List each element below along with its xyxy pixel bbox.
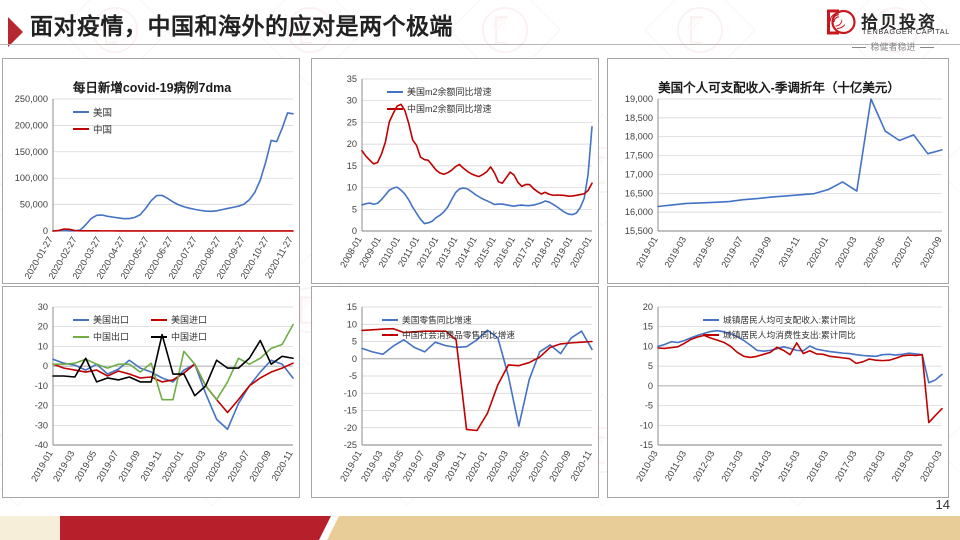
svg-text:35: 35 — [347, 74, 357, 84]
svg-text:-25: -25 — [344, 440, 357, 450]
svg-text:15: 15 — [347, 302, 357, 312]
svg-text:0: 0 — [43, 226, 48, 236]
svg-text:15: 15 — [643, 322, 653, 332]
svg-text:18,000: 18,000 — [625, 132, 653, 142]
svg-text:100,000: 100,000 — [15, 173, 48, 183]
svg-text:17,500: 17,500 — [625, 151, 653, 161]
svg-text:17,000: 17,000 — [625, 169, 653, 179]
svg-text:10: 10 — [38, 341, 48, 351]
svg-text:18,500: 18,500 — [625, 113, 653, 123]
svg-text:0: 0 — [648, 381, 653, 391]
svg-text:美国个人可支配收入-季调折年（十亿美元）: 美国个人可支配收入-季调折年（十亿美元） — [658, 80, 900, 95]
svg-text:-40: -40 — [35, 440, 48, 450]
svg-text:30: 30 — [38, 302, 48, 312]
svg-text:-10: -10 — [344, 388, 357, 398]
svg-text:20: 20 — [38, 322, 48, 332]
svg-text:20: 20 — [643, 302, 653, 312]
svg-text:30: 30 — [347, 96, 357, 106]
svg-text:-15: -15 — [640, 440, 653, 450]
svg-text:-10: -10 — [35, 381, 48, 391]
svg-text:0: 0 — [43, 361, 48, 371]
svg-text:200,000: 200,000 — [15, 120, 48, 130]
svg-text:0: 0 — [352, 226, 357, 236]
svg-text:10: 10 — [347, 183, 357, 193]
svg-text:50,000: 50,000 — [20, 200, 48, 210]
svg-text:5: 5 — [352, 337, 357, 347]
svg-text:20: 20 — [347, 139, 357, 149]
svg-text:0: 0 — [352, 354, 357, 364]
svg-text:-5: -5 — [645, 401, 653, 411]
svg-text:15: 15 — [347, 161, 357, 171]
svg-text:10: 10 — [643, 341, 653, 351]
svg-text:-20: -20 — [344, 423, 357, 433]
svg-text:-15: -15 — [344, 406, 357, 416]
svg-text:每日新增covid-19病例7dma: 每日新增covid-19病例7dma — [73, 80, 232, 95]
svg-text:15,500: 15,500 — [625, 226, 653, 236]
svg-text:25: 25 — [347, 117, 357, 127]
svg-text:250,000: 250,000 — [15, 94, 48, 104]
svg-text:16,500: 16,500 — [625, 188, 653, 198]
svg-text:150,000: 150,000 — [15, 147, 48, 157]
svg-text:-10: -10 — [640, 420, 653, 430]
svg-text:5: 5 — [352, 204, 357, 214]
svg-text:19,000: 19,000 — [625, 94, 653, 104]
svg-text:16,000: 16,000 — [625, 207, 653, 217]
svg-text:-5: -5 — [349, 371, 357, 381]
svg-text:-30: -30 — [35, 420, 48, 430]
svg-text:10: 10 — [347, 319, 357, 329]
svg-text:-20: -20 — [35, 401, 48, 411]
svg-text:5: 5 — [648, 361, 653, 371]
